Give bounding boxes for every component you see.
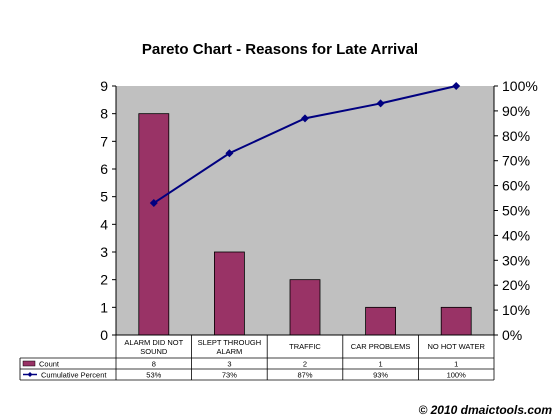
left-tick-label-8: 8 [100, 106, 108, 122]
count-value-0: 8 [152, 360, 156, 369]
legend-label-count: Count [39, 360, 60, 369]
left-tick-label-1: 1 [100, 299, 108, 315]
bar-1 [213, 251, 245, 336]
right-tick-label-5: 50% [502, 203, 530, 219]
right-tick-label-7: 70% [502, 153, 530, 169]
category-label-3: CAR PROBLEMS [351, 342, 411, 351]
category-label-0: SOUND [140, 347, 168, 356]
right-tick-label-8: 80% [502, 128, 530, 144]
right-tick-label-3: 30% [502, 252, 530, 268]
right-tick-label-1: 10% [502, 302, 530, 318]
count-value-4: 1 [454, 360, 458, 369]
left-tick-label-7: 7 [100, 133, 108, 149]
cumulative-point-2 [301, 114, 309, 123]
right-tick-label-6: 60% [502, 178, 530, 194]
cumulative-value-4: 100% [447, 371, 467, 380]
category-label-0: ALARM DID NOT [124, 338, 183, 347]
count-value-1: 3 [227, 360, 231, 369]
left-tick-label-0: 0 [100, 327, 108, 343]
category-label-1: ALARM [216, 347, 242, 356]
right-tick-label-4: 40% [502, 227, 530, 243]
cumulative-value-3: 93% [373, 371, 388, 380]
cumulative-point-4 [452, 82, 461, 90]
category-label-2: TRAFFIC [289, 342, 321, 351]
category-label-4: NO HOT WATER [428, 342, 486, 351]
cumulative-point-1 [225, 149, 234, 158]
copyright-text: © 2010 dmaictools.com [418, 403, 552, 417]
legend-key-cumulative-marker [27, 372, 33, 377]
right-tick-label-2: 20% [502, 277, 530, 293]
count-value-3: 1 [379, 360, 383, 369]
cumulative-value-1: 73% [222, 371, 237, 380]
left-tick-label-3: 3 [100, 244, 108, 260]
right-tick-label-9: 90% [502, 103, 530, 119]
left-tick-label-2: 2 [100, 272, 108, 288]
cumulative-point-0 [149, 199, 158, 208]
left-tick-label-4: 4 [100, 216, 108, 232]
legend-key-count [22, 360, 36, 367]
bar-2 [289, 279, 321, 336]
count-value-2: 2 [303, 360, 307, 369]
chart-title: Pareto Chart - Reasons for Late Arrival [142, 41, 418, 58]
bar-4 [440, 306, 472, 336]
category-label-1: SLEPT THROUGH [198, 338, 262, 347]
left-tick-label-6: 6 [100, 161, 108, 177]
cumulative-value-2: 87% [297, 371, 312, 380]
right-tick-label-10: 100% [502, 78, 538, 94]
left-tick-label-5: 5 [100, 189, 108, 205]
bar-3 [365, 306, 397, 336]
left-tick-label-9: 9 [100, 78, 108, 94]
bar-0 [138, 113, 170, 336]
cumulative-point-3 [376, 99, 385, 108]
legend-label-cumulative: Cumulative Percent [41, 371, 107, 380]
right-tick-label-0: 0% [502, 327, 522, 343]
cumulative-value-0: 53% [146, 371, 161, 380]
